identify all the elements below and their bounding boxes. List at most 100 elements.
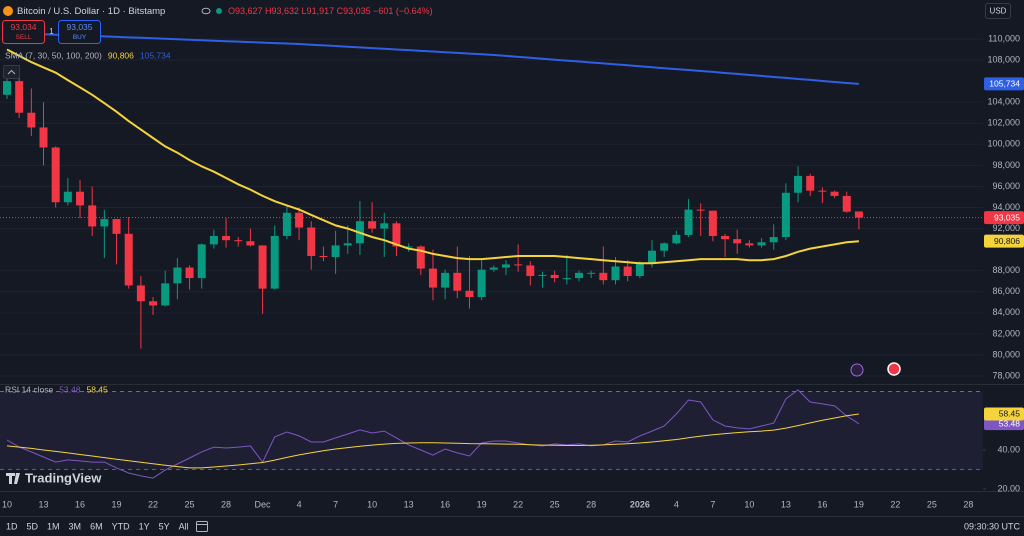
candle-body (721, 235, 730, 240)
y-tick-label: 82,000 (992, 328, 1020, 338)
candle-body (745, 243, 754, 246)
candle-body (757, 242, 766, 246)
candle-body (404, 246, 413, 248)
x-tick-label: 10 (744, 499, 754, 509)
plot-area (0, 32, 983, 479)
market-status-dot (216, 8, 222, 14)
candle-body (842, 195, 851, 212)
candle-body (258, 245, 267, 289)
candle-body (234, 240, 243, 242)
legend-entry: 90,806 (108, 50, 134, 60)
candle-body (550, 274, 559, 279)
candle-body (794, 175, 803, 193)
candle-body (574, 272, 583, 279)
sell-button[interactable] (2, 20, 45, 44)
price-badge (984, 211, 1024, 225)
currency[interactable]: USD (990, 7, 1007, 16)
candle-body (3, 81, 11, 95)
range-button[interactable]: 1M (47, 521, 60, 531)
watermark-logo (6, 473, 20, 484)
candle-body (489, 267, 498, 270)
x-tick-label: 19 (112, 499, 122, 509)
candle-body (197, 244, 206, 279)
y-tick-label: 84,000 (992, 307, 1020, 317)
collapse-button[interactable] (3, 65, 20, 79)
candle-body (392, 223, 401, 247)
range-button[interactable]: YTD (112, 521, 131, 531)
visibility-icon[interactable] (201, 7, 211, 15)
range-button[interactable]: 3M (69, 521, 82, 531)
legend-entry: 53.48 (59, 384, 81, 394)
price-badge (984, 234, 1024, 248)
candle-body (173, 267, 182, 284)
legend-entry: SMA (7, 30, 50, 100, 200) (5, 50, 102, 60)
moving-average (6, 48, 859, 265)
x-tick-label: 19 (477, 499, 487, 509)
candle-body (270, 235, 279, 289)
candle-body (149, 301, 158, 306)
candle-body (416, 246, 425, 269)
candle-body (465, 290, 474, 298)
price-badge (984, 77, 1024, 91)
candle-body (343, 243, 352, 246)
candle-body (830, 191, 839, 196)
candle-body (501, 264, 510, 268)
y-tick-label: 94,000 (992, 202, 1020, 212)
sell-label[interactable]: SELL (16, 34, 32, 41)
candle-body (672, 234, 681, 244)
sell-price[interactable]: 93,034 (11, 22, 37, 32)
candle-body (660, 243, 669, 251)
range-button[interactable]: 5D (27, 521, 39, 531)
x-tick-label: 28 (963, 499, 973, 509)
x-tick-label: 22 (890, 499, 900, 509)
range-button[interactable]: 1D (6, 521, 18, 531)
x-tick-label: 4 (297, 499, 302, 509)
x-tick-label: 2026 (630, 499, 650, 509)
candle-body (599, 272, 608, 281)
event-icon[interactable] (850, 363, 864, 377)
candle-body (562, 278, 571, 280)
price-badge-label: 90,806 (994, 236, 1020, 246)
candle-body (854, 211, 863, 218)
x-tick-label: 28 (586, 499, 596, 509)
candle-body (635, 263, 644, 276)
y-tick-label: 78,000 (992, 370, 1020, 380)
x-tick-label: 10 (2, 499, 12, 509)
price-badge-label: 58.45 (999, 409, 1021, 419)
collapse-icon[interactable] (7, 69, 16, 75)
candle-body (526, 265, 535, 276)
candle-body (51, 147, 60, 203)
event-icon[interactable] (887, 362, 901, 376)
x-tick-label: 16 (817, 499, 827, 509)
candle-body (295, 212, 304, 228)
moving-average (6, 32, 859, 85)
range-button[interactable]: All (179, 521, 189, 531)
candle-body (769, 237, 778, 243)
candle-body (380, 223, 389, 229)
buy-button[interactable] (58, 20, 101, 44)
range-button[interactable]: 1Y (139, 521, 150, 531)
x-tick-label: 22 (513, 499, 523, 509)
legend-entry: 58.45 (86, 384, 108, 394)
candle-body (818, 190, 827, 192)
candle-body (648, 250, 657, 264)
calendar-icon[interactable] (196, 521, 208, 532)
y-tick-label: 104,000 (987, 97, 1020, 107)
range-button[interactable]: 6M (90, 521, 103, 531)
y-tick-label: 96,000 (992, 181, 1020, 191)
candle-body (331, 245, 340, 258)
candle-body (124, 233, 133, 286)
y-tick-label: 20.00 (997, 483, 1020, 493)
buy-price[interactable]: 93,035 (67, 22, 93, 32)
currency-button[interactable] (985, 3, 1011, 19)
y-tick-label: 40.00 (997, 444, 1020, 454)
y-tick-label: 102,000 (987, 118, 1020, 128)
x-tick-label: 13 (781, 499, 791, 509)
buy-label[interactable]: BUY (73, 34, 87, 41)
range-button[interactable]: 5Y (159, 521, 170, 531)
series-line (6, 413, 859, 469)
price-badge-label: 105,734 (989, 79, 1020, 89)
symbol-title: Bitcoin / U.S. Dollar · 1D · Bitstamp (17, 6, 165, 17)
